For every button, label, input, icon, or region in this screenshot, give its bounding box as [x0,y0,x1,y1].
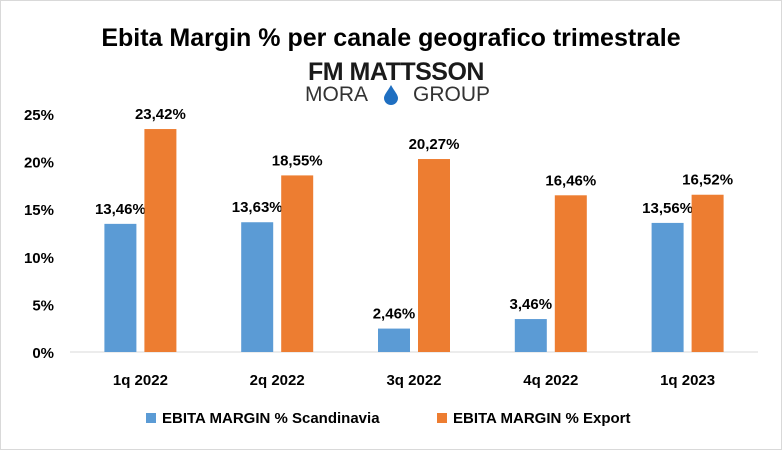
data-label: 18,55% [272,152,323,169]
logo-line1: FM MATTSSON [308,58,484,86]
data-label: 20,27% [409,136,460,153]
x-tick-label: 3q 2022 [386,372,441,389]
legend-swatch-scandinavia [146,413,156,423]
water-drop-icon [384,85,398,105]
x-tick-label: 1q 2022 [113,372,168,389]
data-label: 13,46% [95,201,146,218]
bar-export [281,175,314,352]
data-label: 3,46% [510,296,553,313]
bar-scandinavia [378,328,410,352]
bar-scandinavia [651,222,684,352]
data-label: 2,46% [373,306,416,323]
x-tick-label: 4q 2022 [523,372,578,389]
bar-scandinavia [104,223,137,352]
data-label: 13,56% [642,200,693,217]
bar-scandinavia [514,319,547,352]
y-tick-label: 25% [24,107,54,124]
y-tick-label: 10% [24,250,54,267]
x-tick-label: 1q 2023 [660,372,715,389]
chart-title: Ebita Margin % per canale geografico tri… [101,24,680,52]
y-tick-label: 15% [24,202,54,219]
bar-scandinavia [241,222,274,352]
bar-export [554,195,587,352]
legend-label-scandinavia: EBITA MARGIN % Scandinavia [162,410,380,427]
bar-export [144,129,177,352]
logo-line2-right: GROUP [413,83,490,106]
company-logo: FM MATTSSON MORA GROUP [305,58,490,106]
legend: EBITA MARGIN % Scandinavia EBITA MARGIN … [146,410,631,427]
y-tick-label: 20% [24,155,54,172]
legend-label-export: EBITA MARGIN % Export [453,410,631,427]
bar-export [691,194,724,352]
y-tick-label: 0% [32,345,54,362]
x-tick-label: 2q 2022 [250,372,305,389]
data-label: 16,52% [682,172,733,189]
data-label: 13,63% [232,199,283,216]
bar-export [418,159,450,352]
logo-line2-left: MORA [305,83,368,106]
legend-swatch-export [437,413,447,423]
data-label: 23,42% [135,106,186,123]
data-label: 16,46% [545,172,596,189]
y-tick-label: 5% [32,297,54,314]
